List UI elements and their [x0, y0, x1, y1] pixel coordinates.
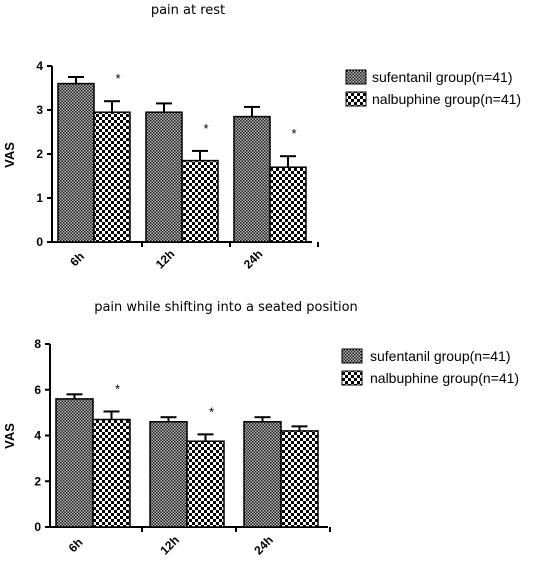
bar	[280, 430, 319, 528]
chart-title: pain while shifting into a seated positi…	[94, 300, 358, 315]
chart-bottom: pain while shifting into a seated positi…	[2, 300, 519, 557]
y-tick-label: 3	[36, 103, 43, 117]
plot-area: 0 1 2 3 4 * 6h * 12h * 24h	[36, 59, 319, 272]
bar	[269, 166, 307, 243]
y-tick-label: 6	[34, 383, 41, 397]
bar	[93, 111, 131, 243]
y-tick-label: 8	[34, 337, 41, 351]
chart-title: pain at rest	[151, 3, 225, 18]
significance-marker: *	[203, 121, 208, 136]
legend: sufentanil group(n=41) nalbuphine group(…	[345, 69, 521, 107]
x-tick-label: 12h	[157, 533, 182, 558]
x-tick-label: 24h	[241, 247, 266, 272]
legend: sufentanil group(n=41) nalbuphine group(…	[341, 348, 519, 386]
x-tick-label: 12h	[153, 247, 178, 272]
plot-area: 0 2 4 6 8 * 6h * 12h 24h	[34, 337, 331, 558]
bar	[149, 421, 188, 528]
x-tick-label: 6h	[66, 535, 86, 555]
legend-swatch-sufentanil	[341, 348, 363, 364]
bar	[145, 111, 183, 243]
significance-marker: *	[291, 126, 296, 141]
y-tick-label: 0	[34, 520, 41, 534]
bar	[57, 82, 95, 243]
legend-swatch-nalbuphine	[345, 91, 367, 107]
x-tick-label: 6h	[67, 249, 87, 269]
significance-marker: *	[115, 71, 120, 86]
legend-label-sufentanil: sufentanil group(n=41)	[372, 69, 513, 85]
legend-label-nalbuphine: nalbuphine group(n=41)	[372, 91, 521, 107]
y-tick-label: 2	[36, 147, 43, 161]
bar	[243, 421, 282, 528]
bar	[186, 440, 225, 528]
legend-label-sufentanil: sufentanil group(n=41)	[370, 348, 511, 364]
y-tick-label: 4	[36, 59, 43, 73]
significance-marker: *	[209, 404, 214, 419]
bar	[181, 159, 219, 243]
legend-swatch-sufentanil	[345, 69, 367, 85]
significance-marker: *	[115, 381, 120, 396]
y-tick-label: 4	[34, 429, 41, 443]
legend-swatch-nalbuphine	[341, 370, 363, 386]
bar	[55, 398, 94, 528]
y-axis-label: VAS	[2, 423, 17, 449]
y-tick-label: 0	[36, 235, 43, 249]
y-axis-label: VAS	[2, 142, 17, 168]
x-tick-label: 24h	[251, 533, 276, 558]
y-tick-label: 1	[36, 191, 43, 205]
bar	[92, 418, 131, 528]
y-tick-label: 2	[34, 474, 41, 488]
legend-label-nalbuphine: nalbuphine group(n=41)	[370, 370, 519, 386]
bar	[233, 115, 271, 243]
chart-top: pain at rest VAS 0 1 2 3 4 * 6h * 12h * 24h sufent…	[2, 3, 521, 271]
